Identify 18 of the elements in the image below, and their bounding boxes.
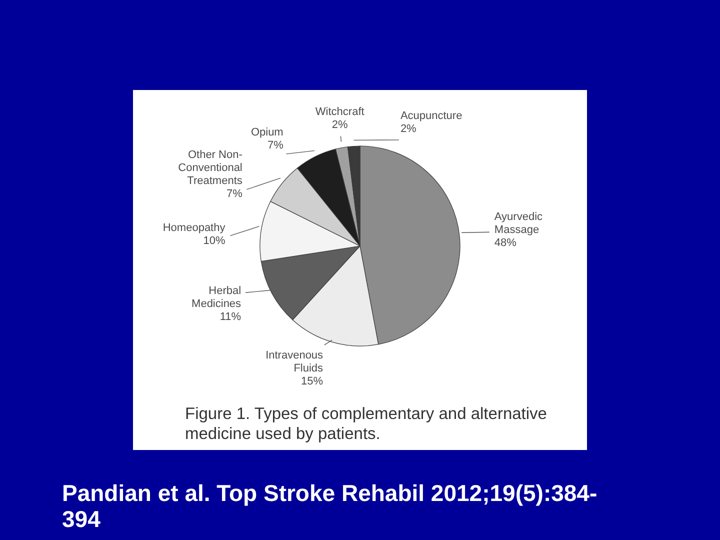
slice-label: Other Non-Conventional Treatments bbox=[178, 148, 243, 187]
slice-label: Herbal Medicines bbox=[192, 285, 242, 310]
data-label: 2% bbox=[332, 118, 348, 131]
data-label: 2% bbox=[400, 123, 417, 136]
slice-label: Witchcraft bbox=[315, 106, 364, 118]
data-label: 48% bbox=[494, 236, 517, 249]
data-label: 15% bbox=[301, 375, 324, 388]
slice-label: Acupuncture bbox=[400, 110, 462, 122]
slice-label: Ayurvedic Massage bbox=[494, 210, 544, 236]
text: Pandian et al. Top Stroke Rehabil 2012;19(5):384-394 bbox=[62, 480, 598, 532]
data-label: 7% bbox=[267, 140, 284, 152]
data-label: 10% bbox=[203, 235, 226, 248]
slice-label: Opium bbox=[250, 126, 284, 139]
text: Figure 1. Types of complementary and alternative medicine used by patients. bbox=[185, 404, 548, 444]
slice-label: Intravenous Fluids bbox=[266, 349, 324, 374]
data-label: 11% bbox=[220, 311, 242, 324]
slice-label: Homeopathy bbox=[162, 222, 226, 234]
data-label: 7% bbox=[226, 188, 243, 200]
